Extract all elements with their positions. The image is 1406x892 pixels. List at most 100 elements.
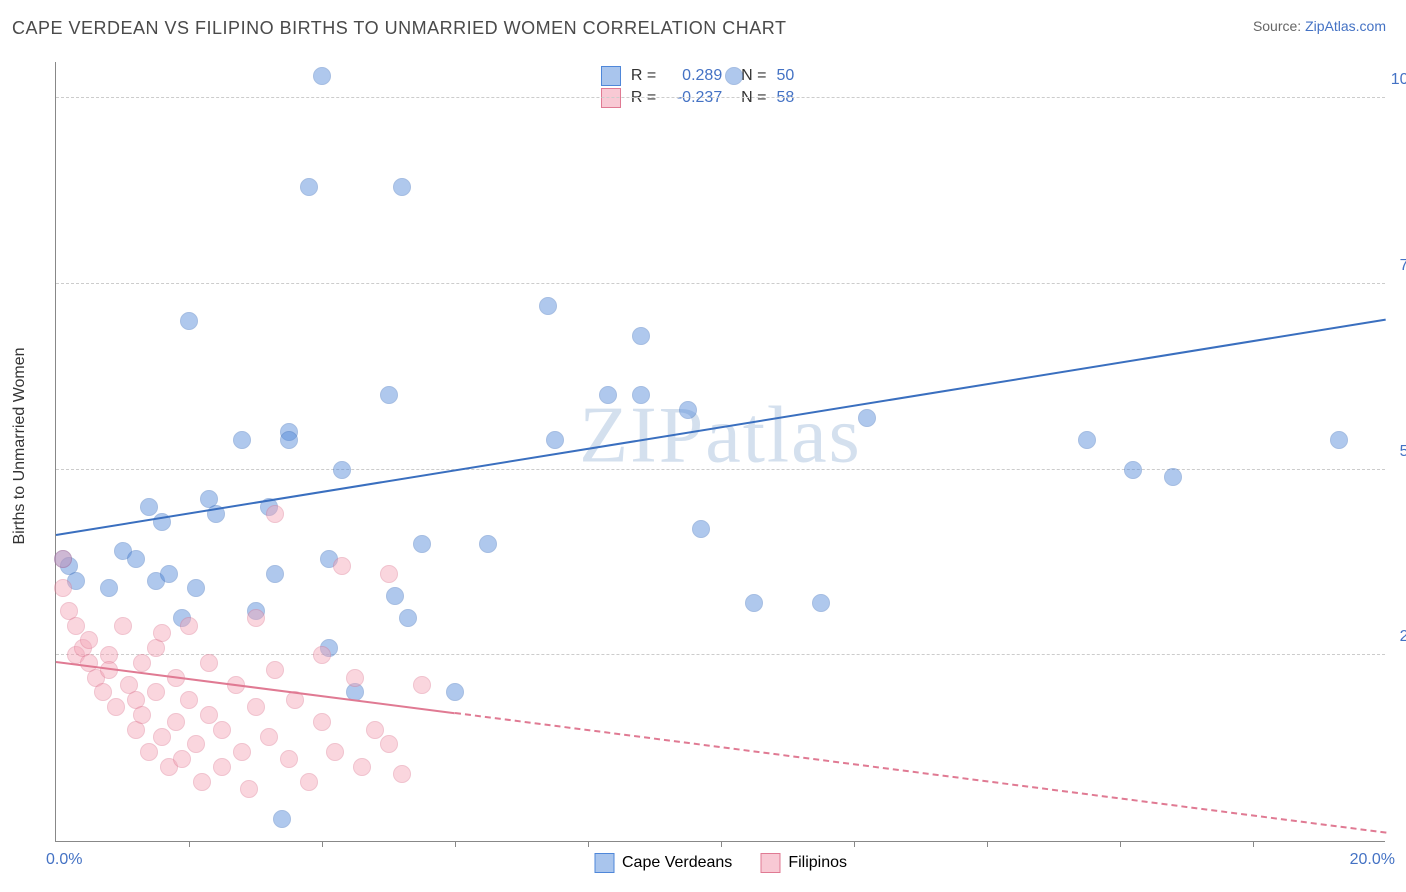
source-attribution: Source: ZipAtlas.com	[1253, 18, 1386, 34]
data-point	[180, 312, 198, 330]
data-point	[273, 810, 291, 828]
data-point	[140, 743, 158, 761]
plot-area: ZIPatlas 0.0% 20.0% R = 0.289 N = 50 R =…	[55, 62, 1385, 842]
data-point	[745, 594, 763, 612]
stats-legend: R = 0.289 N = 50 R = -0.237 N = 58	[601, 64, 794, 110]
data-point	[366, 721, 384, 739]
x-tick	[588, 841, 589, 847]
x-tick	[987, 841, 988, 847]
swatch-icon	[760, 853, 780, 873]
data-point	[233, 431, 251, 449]
legend-label: Cape Verdeans	[622, 854, 732, 872]
gridline	[56, 97, 1385, 98]
data-point	[333, 557, 351, 575]
data-point	[280, 431, 298, 449]
y-tick-label: 50.0%	[1400, 443, 1406, 461]
data-point	[94, 683, 112, 701]
data-point	[300, 178, 318, 196]
swatch-icon	[594, 853, 614, 873]
data-point	[54, 579, 72, 597]
legend-item: Filipinos	[760, 853, 847, 873]
trendline	[455, 712, 1386, 834]
data-point	[393, 178, 411, 196]
x-tick	[1253, 841, 1254, 847]
source-prefix: Source:	[1253, 18, 1305, 34]
swatch-icon	[601, 66, 621, 86]
data-point	[160, 565, 178, 583]
data-point	[213, 758, 231, 776]
source-link[interactable]: ZipAtlas.com	[1305, 18, 1386, 34]
data-point	[679, 401, 697, 419]
data-point	[266, 505, 284, 523]
data-point	[54, 550, 72, 568]
data-point	[446, 683, 464, 701]
gridline	[56, 469, 1385, 470]
data-point	[333, 461, 351, 479]
data-point	[380, 565, 398, 583]
data-point	[1078, 431, 1096, 449]
data-point	[1164, 468, 1182, 486]
x-tick	[322, 841, 323, 847]
trendline	[56, 319, 1386, 536]
x-max-label: 20.0%	[1350, 851, 1395, 869]
data-point	[147, 683, 165, 701]
data-point	[153, 728, 171, 746]
x-min-label: 0.0%	[46, 851, 82, 869]
x-tick	[189, 841, 190, 847]
data-point	[413, 535, 431, 553]
y-axis-title: Births to Unmarried Women	[11, 347, 29, 544]
data-point	[313, 646, 331, 664]
x-tick	[721, 841, 722, 847]
chart-title: CAPE VERDEAN VS FILIPINO BIRTHS TO UNMAR…	[12, 18, 786, 39]
data-point	[353, 758, 371, 776]
data-point	[80, 631, 98, 649]
data-point	[539, 297, 557, 315]
data-point	[386, 587, 404, 605]
n-value: 50	[776, 67, 794, 85]
data-point	[399, 609, 417, 627]
data-point	[180, 691, 198, 709]
y-tick-label: 75.0%	[1400, 257, 1406, 275]
data-point	[380, 735, 398, 753]
data-point	[599, 386, 617, 404]
y-tick-label: 100.0%	[1391, 71, 1406, 89]
stats-row: R = 0.289 N = 50	[601, 66, 794, 86]
data-point	[140, 498, 158, 516]
data-point	[413, 676, 431, 694]
data-point	[247, 698, 265, 716]
data-point	[180, 617, 198, 635]
data-point	[313, 713, 331, 731]
data-point	[240, 780, 258, 798]
legend-label: Filipinos	[788, 854, 847, 872]
data-point	[127, 550, 145, 568]
data-point	[200, 706, 218, 724]
data-point	[233, 743, 251, 761]
data-point	[114, 617, 132, 635]
legend-item: Cape Verdeans	[594, 853, 732, 873]
gridline	[56, 283, 1385, 284]
r-value: 0.289	[666, 67, 722, 85]
data-point	[153, 624, 171, 642]
data-point	[266, 565, 284, 583]
data-point	[133, 706, 151, 724]
data-point	[200, 654, 218, 672]
data-point	[546, 431, 564, 449]
data-point	[479, 535, 497, 553]
data-point	[632, 327, 650, 345]
data-point	[280, 750, 298, 768]
data-point	[266, 661, 284, 679]
data-point	[326, 743, 344, 761]
data-point	[858, 409, 876, 427]
data-point	[213, 721, 231, 739]
data-point	[725, 67, 743, 85]
data-point	[173, 750, 191, 768]
y-tick-label: 25.0%	[1400, 628, 1406, 646]
data-point	[133, 654, 151, 672]
x-tick	[854, 841, 855, 847]
data-point	[1124, 461, 1142, 479]
data-point	[100, 579, 118, 597]
data-point	[1330, 431, 1348, 449]
data-point	[260, 728, 278, 746]
data-point	[692, 520, 710, 538]
chart-container: CAPE VERDEAN VS FILIPINO BIRTHS TO UNMAR…	[0, 0, 1406, 892]
